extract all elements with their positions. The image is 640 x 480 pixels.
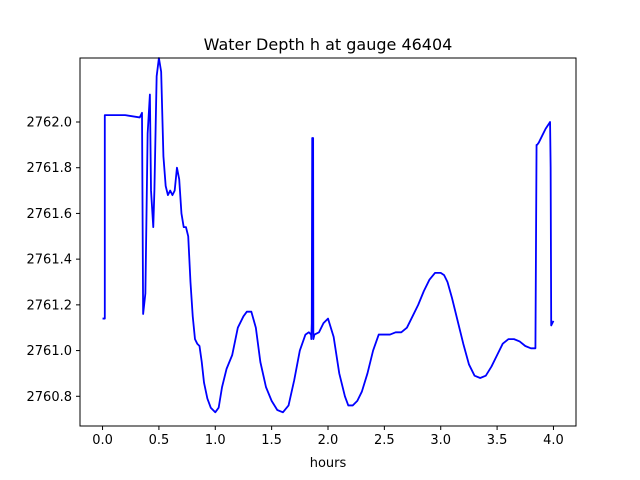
- y-tick-label: 2761.6: [27, 207, 73, 222]
- x-tick-label: 3.5: [487, 433, 508, 448]
- x-tick-label: 0.5: [149, 433, 170, 448]
- y-axis-ticks: 2760.8 2761.0 2761.2 2761.4 2761.6 2761.8 2762…: [27, 116, 80, 405]
- series-layer: [102, 57, 555, 414]
- x-axis-label: hours: [310, 456, 347, 471]
- x-tick-label: 4.0: [543, 433, 564, 448]
- x-tick-label: 1.5: [261, 433, 282, 448]
- y-tick-label: 2761.0: [27, 344, 73, 359]
- y-tick-label: 2761.4: [27, 253, 73, 268]
- y-tick-label: 2761.2: [27, 298, 73, 313]
- y-tick-label: 2762.0: [27, 116, 73, 131]
- y-tick-label: 2761.8: [27, 161, 73, 176]
- x-tick-label: 2.5: [374, 433, 395, 448]
- x-axis-ticks: 0.0 0.5 1.0 1.5 2.0 2.5 3.0 3.5 4.0: [92, 426, 564, 448]
- series-line-0: [102, 57, 555, 414]
- y-tick-label: 2760.8: [27, 390, 73, 405]
- chart-title: Water Depth h at gauge 46404: [204, 35, 453, 54]
- x-tick-label: 0.0: [92, 433, 113, 448]
- x-tick-label: 2.0: [318, 433, 339, 448]
- plot-area: [80, 58, 576, 426]
- x-tick-label: 3.0: [430, 433, 451, 448]
- x-tick-label: 1.0: [205, 433, 226, 448]
- plot-frame: [79, 57, 577, 427]
